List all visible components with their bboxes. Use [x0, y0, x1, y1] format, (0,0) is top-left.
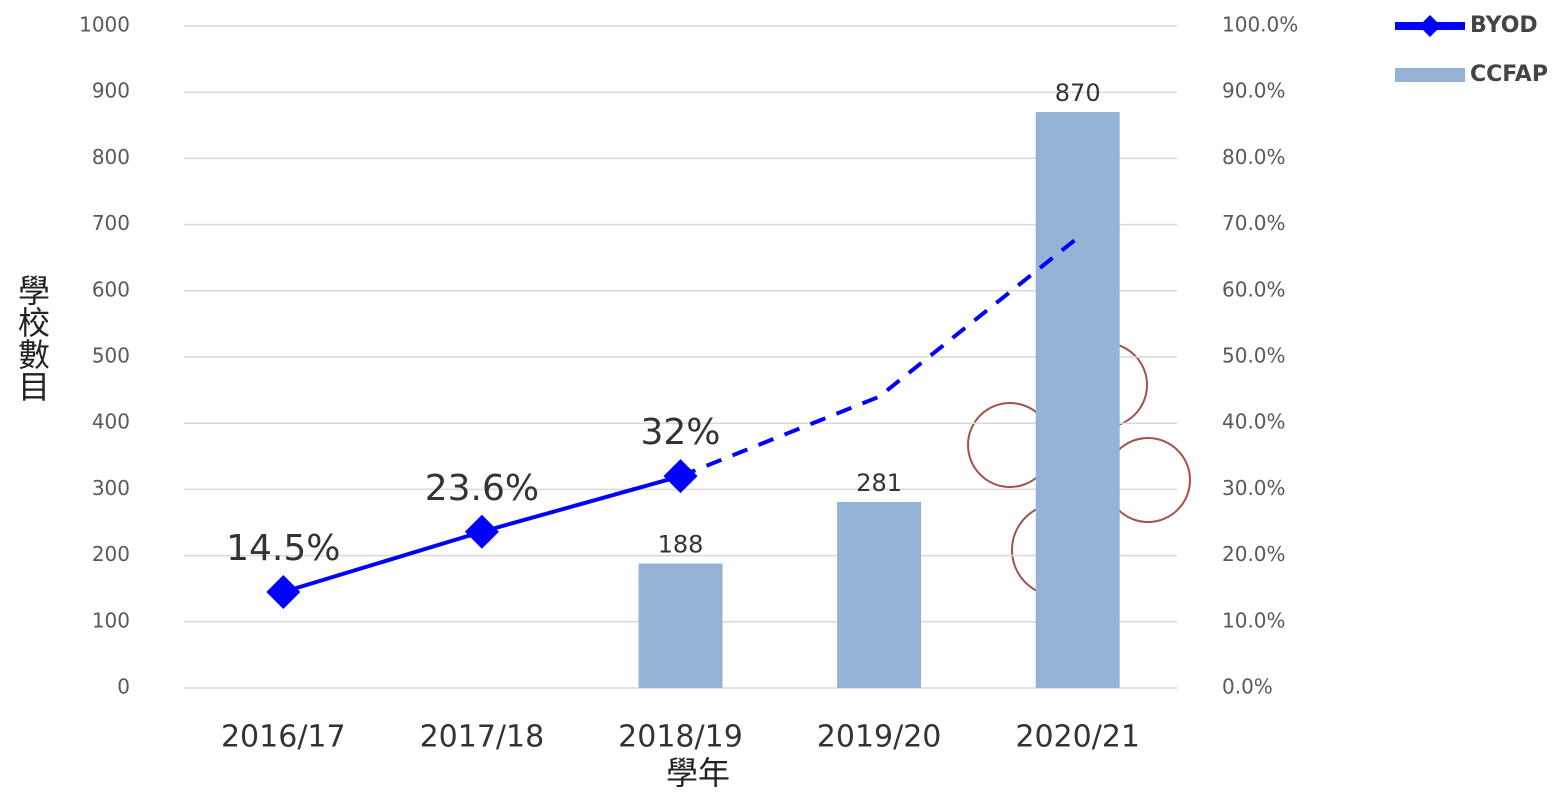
x-tick-label: 2016/17 [221, 720, 346, 755]
y2-tick-label: 90.0% [1222, 79, 1286, 103]
x-tick-label: 2017/18 [420, 720, 545, 755]
bar-label: 188 [658, 531, 704, 559]
x-tick-label: 2019/20 [817, 720, 942, 755]
y2-tick-label: 30.0% [1222, 476, 1286, 500]
y2-tick-label: 40.0% [1222, 410, 1286, 434]
bar-label: 281 [856, 469, 902, 497]
y-tick-label: 800 [92, 145, 130, 169]
bar-label: 870 [1055, 79, 1101, 107]
chart: 學年 學校數目 0 100 200 300 400 500 600 700 800 900 1000… [0, 0, 1555, 793]
x-tick-label: 2020/21 [1015, 720, 1140, 755]
y-tick-label: 1000 [79, 13, 130, 37]
x-tick-label: 2018/19 [618, 720, 743, 755]
y-tick-label: 100 [92, 608, 130, 632]
y-axis-title: 學校數目 [13, 274, 51, 402]
data-label: 14.5% [226, 528, 340, 569]
data-label: 32% [640, 412, 720, 453]
y2-tick-label: 10.0% [1222, 608, 1286, 632]
legend-swatch [1395, 68, 1465, 82]
y2-tick-label: 20.0% [1222, 542, 1286, 566]
y-tick-label: 400 [92, 410, 130, 434]
y-tick-label: 900 [92, 79, 130, 103]
bar [837, 502, 921, 688]
y2-tick-label: 60.0% [1222, 277, 1286, 301]
legend-label: BYOD [1470, 13, 1538, 38]
data-label: 23.6% [425, 468, 539, 509]
y-tick-label: 200 [92, 542, 130, 566]
y-tick-label: 700 [92, 211, 130, 235]
y-tick-label: 500 [92, 344, 130, 368]
y2-tick-label: 100.0% [1222, 13, 1298, 37]
y-tick-label: 600 [92, 277, 130, 301]
legend-label: CCFAP [1470, 62, 1548, 87]
y2-tick-label: 80.0% [1222, 145, 1286, 169]
marker [664, 459, 698, 493]
y2-tick-label: 0.0% [1222, 675, 1273, 699]
x-axis-title: 學年 [666, 754, 730, 792]
marker [465, 515, 499, 549]
y-tick-label: 0 [117, 675, 130, 699]
bar [639, 564, 723, 688]
marker [266, 575, 300, 609]
legend-marker [1419, 15, 1441, 37]
bar [1036, 112, 1120, 688]
y2-tick-label: 50.0% [1222, 344, 1286, 368]
y-tick-label: 300 [92, 476, 130, 500]
y2-tick-label: 70.0% [1222, 211, 1286, 235]
